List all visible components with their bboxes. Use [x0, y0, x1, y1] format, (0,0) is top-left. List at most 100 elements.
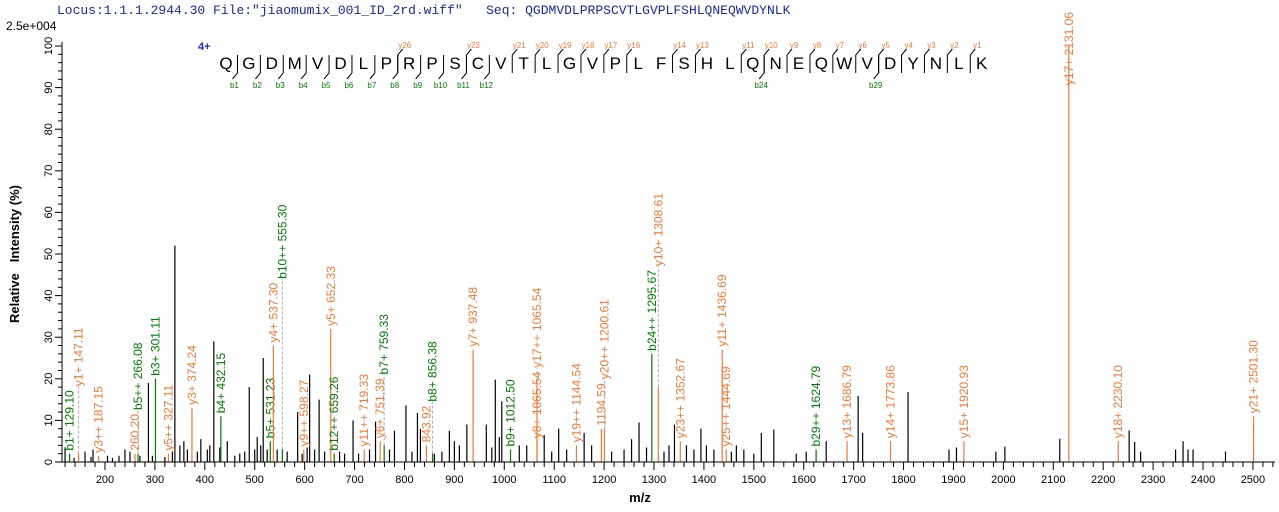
- x-tick-label: 900: [445, 474, 463, 486]
- peak-label: b10++ 555.30: [275, 204, 289, 278]
- peak-label: y25++ 1444.69: [719, 366, 733, 446]
- y-ion-marker: [809, 48, 816, 73]
- peak-label: b3+ 301.11: [148, 316, 162, 376]
- sequence-residue: E: [793, 54, 804, 73]
- sequence-residue: M: [288, 54, 302, 73]
- y-ion-marker: [672, 48, 678, 73]
- peak-label: b7+ 759.33: [377, 314, 391, 375]
- y-ion-label: y3: [927, 41, 936, 50]
- b-ion-marker: [346, 55, 353, 80]
- x-tick-label: 1900: [941, 474, 965, 486]
- peak-label: y17+ 2131.06: [1062, 12, 1076, 85]
- peak-label: b29++ 1624.79: [809, 365, 823, 446]
- seq-label: Seq:: [486, 3, 518, 18]
- peak-label: y11+ 1436.69: [715, 274, 729, 347]
- precursor-charge: 4+: [198, 41, 211, 53]
- y-ion-label: y4: [904, 41, 913, 50]
- sequence-residue: Q: [219, 54, 232, 73]
- peak-label: y3+ 374.24: [185, 345, 199, 405]
- y-ion-label: y1: [973, 41, 982, 50]
- sequence-residue: N: [930, 54, 942, 73]
- peak-label: y20++ 1200.61: [597, 299, 611, 379]
- y-ion-label: y6: [859, 41, 868, 50]
- y-ion-label: y10: [765, 41, 778, 50]
- sequence-residue: V: [587, 54, 599, 73]
- sequence-residue: T: [519, 54, 529, 73]
- y-tick-label: 100: [43, 37, 55, 55]
- y-ion-label: y5: [881, 41, 890, 50]
- sequence-residue: L: [542, 54, 551, 73]
- b-ion-label: b5: [322, 81, 331, 90]
- y-ion-label: y19: [559, 41, 572, 50]
- b-ion-label: b10: [434, 81, 448, 90]
- b-ion-marker: [392, 55, 399, 80]
- sequence-residue: Q: [746, 54, 759, 73]
- y-ion-marker: [969, 48, 976, 73]
- y-ion-label: y7: [836, 41, 845, 50]
- peak-label: b8+ 856.38: [426, 341, 440, 402]
- y-ion-label: y13: [696, 41, 709, 50]
- y-ion-label: y23: [467, 41, 480, 50]
- sequence-residue: G: [563, 54, 576, 73]
- x-tick-label: 400: [196, 474, 214, 486]
- sequence-residue: Y: [907, 54, 918, 73]
- sequence-residue: K: [976, 54, 988, 73]
- b-ion-marker: [415, 55, 422, 80]
- sequence-residue: S: [449, 54, 460, 73]
- y-ion-label: y20: [536, 41, 549, 50]
- peak-label: b9+ 1012.50: [504, 379, 518, 446]
- x-tick-label: 1000: [492, 474, 516, 486]
- y-ion-marker: [580, 48, 587, 73]
- peak-label: y15+ 1920.93: [957, 365, 971, 438]
- y-tick-label: 90: [43, 81, 55, 93]
- max-intensity-label: 2.5e+004: [6, 19, 57, 33]
- peak-label: y6+ 751.39: [373, 378, 387, 438]
- y-tick-label: 30: [43, 331, 55, 343]
- y-ion-label: y26: [398, 41, 411, 50]
- spectrum-header: Locus:1.1.1.2944.30 File:"jiaomumix_001_…: [57, 3, 790, 18]
- peak-label: y11++ 719.33: [357, 374, 371, 447]
- x-tick-label: 300: [146, 474, 164, 486]
- b-ion-marker: [758, 55, 765, 80]
- sequence-residue: P: [381, 54, 392, 73]
- peak-label: b5+ 531.23: [263, 377, 277, 438]
- y-ion-marker: [465, 48, 472, 73]
- sequence-residue: S: [678, 54, 689, 73]
- x-tick-label: 200: [96, 474, 114, 486]
- peak-label: y5++ 327.11: [161, 385, 175, 451]
- sequence-residue: R: [403, 54, 415, 73]
- y-ion-label: y17: [604, 41, 617, 50]
- b-ion-label: b24: [754, 81, 768, 90]
- file-text: File:"jiaomumix_001_ID_2rd.wiff": [213, 3, 463, 18]
- sequence-residue: D: [334, 54, 346, 73]
- sequence-residue: L: [633, 54, 642, 73]
- peak-label: 260.20: [128, 414, 142, 451]
- x-tick-label: 2400: [1191, 474, 1215, 486]
- b-ion-label: b9: [413, 81, 422, 90]
- x-tick-label: 700: [345, 474, 363, 486]
- peak-label: b5++ 266.08: [131, 342, 145, 410]
- peak-label: y4+ 537.30: [266, 282, 280, 342]
- sequence-residue: V: [862, 54, 874, 73]
- x-tick-label: 2500: [1241, 474, 1265, 486]
- y-ion-label: y9: [790, 41, 799, 50]
- locus-text: Locus:1.1.1.2944.30: [57, 3, 206, 18]
- peak-label: b4+ 432.15: [214, 353, 228, 414]
- y-axis-label: Relative Intensity (%): [7, 185, 22, 323]
- y-ion-label: y21: [513, 41, 526, 50]
- y-ion-marker: [832, 48, 839, 73]
- y-ion-marker: [397, 48, 404, 73]
- x-tick-label: 1400: [692, 474, 716, 486]
- x-tick-label: 1200: [592, 474, 616, 486]
- b-ion-label: b29: [869, 81, 883, 90]
- y-ion-marker: [603, 48, 610, 73]
- sequence-residue: V: [312, 54, 324, 73]
- b-ion-label: b2: [253, 81, 262, 90]
- y-ion-marker: [557, 48, 564, 73]
- b-ion-label: b1: [230, 81, 239, 90]
- peak-label: y13+ 1686.79: [840, 365, 854, 438]
- sequence-residue: D: [266, 54, 278, 73]
- x-tick-label: 1600: [791, 474, 815, 486]
- y-ion-marker: [855, 48, 862, 73]
